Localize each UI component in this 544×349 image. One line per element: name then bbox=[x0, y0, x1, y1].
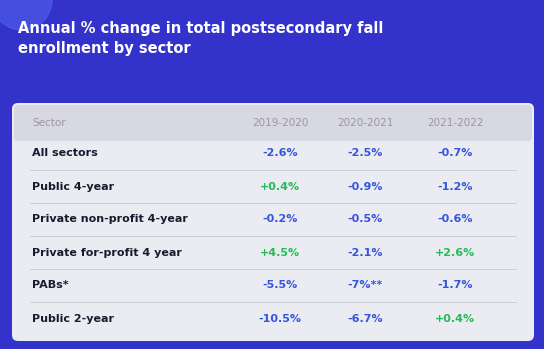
Text: -0.2%: -0.2% bbox=[262, 215, 298, 224]
Text: -1.7%: -1.7% bbox=[437, 281, 473, 290]
Text: +2.6%: +2.6% bbox=[435, 247, 475, 258]
Text: -0.9%: -0.9% bbox=[347, 181, 383, 192]
Text: -0.7%: -0.7% bbox=[437, 149, 473, 158]
Text: 2021-2022: 2021-2022 bbox=[426, 118, 483, 128]
FancyBboxPatch shape bbox=[12, 103, 534, 341]
Text: Sector: Sector bbox=[32, 118, 66, 128]
Text: +4.5%: +4.5% bbox=[260, 247, 300, 258]
Text: -7%**: -7%** bbox=[348, 281, 382, 290]
Text: 2020-2021: 2020-2021 bbox=[337, 118, 393, 128]
Text: -0.5%: -0.5% bbox=[348, 215, 382, 224]
Text: Public 2-year: Public 2-year bbox=[32, 313, 114, 324]
Text: -5.5%: -5.5% bbox=[262, 281, 298, 290]
Text: -1.2%: -1.2% bbox=[437, 181, 473, 192]
Text: All sectors: All sectors bbox=[32, 149, 98, 158]
Text: Private non-profit 4-year: Private non-profit 4-year bbox=[32, 215, 188, 224]
Text: -2.5%: -2.5% bbox=[347, 149, 382, 158]
Text: -2.6%: -2.6% bbox=[262, 149, 298, 158]
Text: -6.7%: -6.7% bbox=[347, 313, 383, 324]
Text: Private for-profit 4 year: Private for-profit 4 year bbox=[32, 247, 182, 258]
Text: 2019-2020: 2019-2020 bbox=[252, 118, 308, 128]
Text: +0.4%: +0.4% bbox=[260, 181, 300, 192]
Text: PABs*: PABs* bbox=[32, 281, 69, 290]
Circle shape bbox=[0, 0, 52, 30]
Text: Annual % change in total postsecondary fall
enrollment by sector: Annual % change in total postsecondary f… bbox=[18, 21, 384, 57]
Text: -2.1%: -2.1% bbox=[347, 247, 383, 258]
Text: -10.5%: -10.5% bbox=[258, 313, 301, 324]
FancyBboxPatch shape bbox=[14, 105, 532, 141]
Text: -0.6%: -0.6% bbox=[437, 215, 473, 224]
Text: +0.4%: +0.4% bbox=[435, 313, 475, 324]
Text: Public 4-year: Public 4-year bbox=[32, 181, 114, 192]
